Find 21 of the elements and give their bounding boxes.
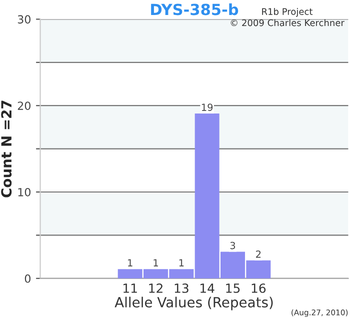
data-label: 1 [179, 259, 184, 266]
data-label: 1 [128, 259, 132, 266]
data-label: 2 [256, 250, 261, 258]
y-tick-label: 10 [18, 188, 30, 196]
x-tick-label: 16 [252, 283, 266, 293]
x-tick-label: 13 [174, 283, 188, 293]
x-tick-label: 11 [124, 284, 137, 293]
text: R1b Project [262, 8, 313, 17]
x-tick-label: 12 [149, 283, 162, 293]
annotation: © 2009 Charles Kerchner [230, 19, 344, 26]
x-axis-title: Allele Values (Repeats) [114, 296, 273, 310]
chart-title: DYS-385-b [151, 3, 238, 16]
y-axis-title: Count N =27 [1, 100, 12, 198]
y-tick-label: 30 [18, 15, 30, 24]
data-label: 1 [154, 259, 158, 266]
x-tick-label: 14 [200, 284, 214, 293]
x-tick-label: 15 [226, 284, 240, 293]
y-tick-label: 20 [18, 102, 30, 110]
y-tick-label: 0 [24, 274, 30, 283]
data-label: 3 [230, 242, 236, 250]
data-label: 19 [202, 104, 213, 111]
